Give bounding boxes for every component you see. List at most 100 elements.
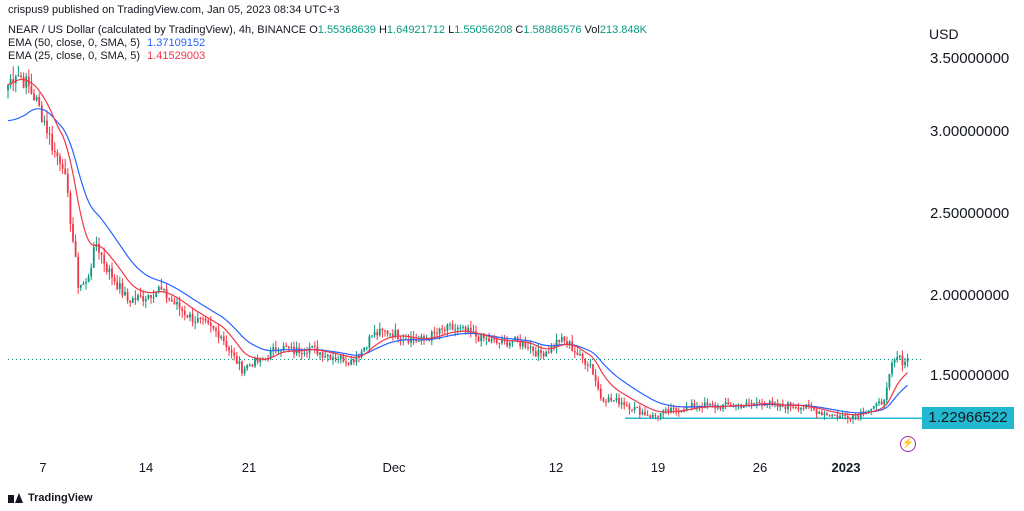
candle-body — [64, 168, 67, 174]
candle-body — [438, 328, 441, 334]
candle-body — [238, 361, 241, 364]
candle-body — [61, 163, 64, 169]
candle-body — [228, 347, 230, 351]
candle-body — [38, 97, 41, 106]
candle-body — [350, 359, 353, 365]
candle-body — [363, 347, 366, 352]
candle-body — [891, 362, 893, 374]
candle-body — [347, 362, 350, 365]
candle-body — [235, 355, 238, 364]
candle-body — [878, 401, 880, 404]
candle-body — [815, 409, 818, 415]
candle-body — [872, 406, 875, 409]
candle-body — [35, 97, 38, 100]
candle-body — [59, 156, 61, 164]
candle-body — [667, 409, 670, 413]
candle-body — [711, 403, 714, 405]
candle-body — [605, 401, 607, 403]
candle-body — [430, 331, 433, 341]
candle-body — [100, 252, 103, 255]
candle-body — [527, 347, 529, 349]
candle-body — [503, 338, 506, 340]
candle-body — [742, 405, 745, 408]
candle-body — [168, 298, 171, 300]
candle-body — [191, 314, 194, 323]
candle-body — [693, 403, 696, 408]
candle-body — [654, 414, 657, 416]
candle-body — [121, 283, 124, 296]
candle-body — [371, 335, 373, 337]
candle-body — [498, 342, 501, 344]
x-axis-label: 7 — [39, 460, 47, 475]
candle-body — [638, 407, 641, 415]
candle-body — [108, 268, 111, 272]
candle-body — [373, 331, 376, 336]
volume-value: 213.848K — [599, 24, 647, 36]
candle-body — [820, 411, 823, 415]
candle-body — [194, 321, 197, 323]
candle-body — [202, 318, 204, 320]
candle-body — [329, 355, 332, 360]
candle-body — [131, 298, 134, 303]
candle-body — [14, 76, 17, 84]
candle-body — [79, 285, 82, 288]
candle-body — [646, 414, 649, 416]
candle-body — [170, 299, 173, 302]
candle-body — [417, 340, 420, 342]
candle-body — [98, 243, 100, 253]
x-axis-label: Dec — [382, 460, 406, 475]
candle-body — [407, 339, 410, 343]
candle-body — [436, 333, 438, 335]
candle-body — [256, 357, 259, 363]
candle-body — [558, 339, 561, 342]
tradingview-footer[interactable]: TradingView — [8, 492, 93, 504]
candle-body — [150, 294, 152, 298]
close-value: 1.58886576 — [523, 24, 582, 36]
candle-body — [612, 400, 615, 402]
candle-body — [534, 351, 537, 357]
candle-body — [196, 318, 199, 322]
candle-body — [53, 150, 56, 153]
candle-body — [321, 352, 324, 358]
candle-body — [181, 308, 184, 311]
candle-body — [839, 415, 841, 418]
candle-body — [542, 353, 545, 357]
candle-body — [124, 291, 126, 296]
candle-body — [709, 403, 711, 405]
ema25-value: 1.41529003 — [147, 50, 206, 62]
candle-body — [410, 337, 412, 343]
candle-body — [506, 339, 509, 347]
candle-body — [625, 405, 628, 407]
candle-body — [43, 120, 46, 122]
candle-body — [620, 402, 623, 405]
candle-body — [391, 333, 394, 338]
candle-body — [493, 338, 496, 340]
open-label: O — [309, 24, 318, 36]
high-value: 1.64921712 — [386, 24, 446, 36]
candle-body — [906, 358, 909, 362]
candle-body — [74, 241, 77, 257]
candle-body — [386, 330, 389, 334]
candle-body — [623, 402, 626, 406]
candle-body — [566, 341, 568, 345]
candle-body — [303, 352, 306, 354]
x-axis-label: 14 — [138, 460, 154, 475]
lightning-icon[interactable]: ⚡ — [900, 436, 916, 452]
candle-body — [703, 402, 706, 408]
candle-body — [287, 346, 290, 348]
candle-body — [319, 352, 321, 355]
candle-body — [157, 286, 160, 292]
candle-body — [92, 247, 95, 268]
candle-body — [142, 295, 145, 302]
candle-body — [797, 407, 800, 410]
candle-body — [103, 254, 106, 264]
candle-body — [243, 368, 246, 374]
candle-body — [9, 79, 12, 85]
candle-body — [571, 341, 574, 351]
candle-body — [46, 120, 48, 134]
candle-body — [389, 333, 392, 335]
candle-body — [857, 415, 860, 418]
candle-body — [443, 329, 446, 331]
price-chart[interactable] — [0, 0, 922, 460]
candle-body — [794, 406, 797, 408]
